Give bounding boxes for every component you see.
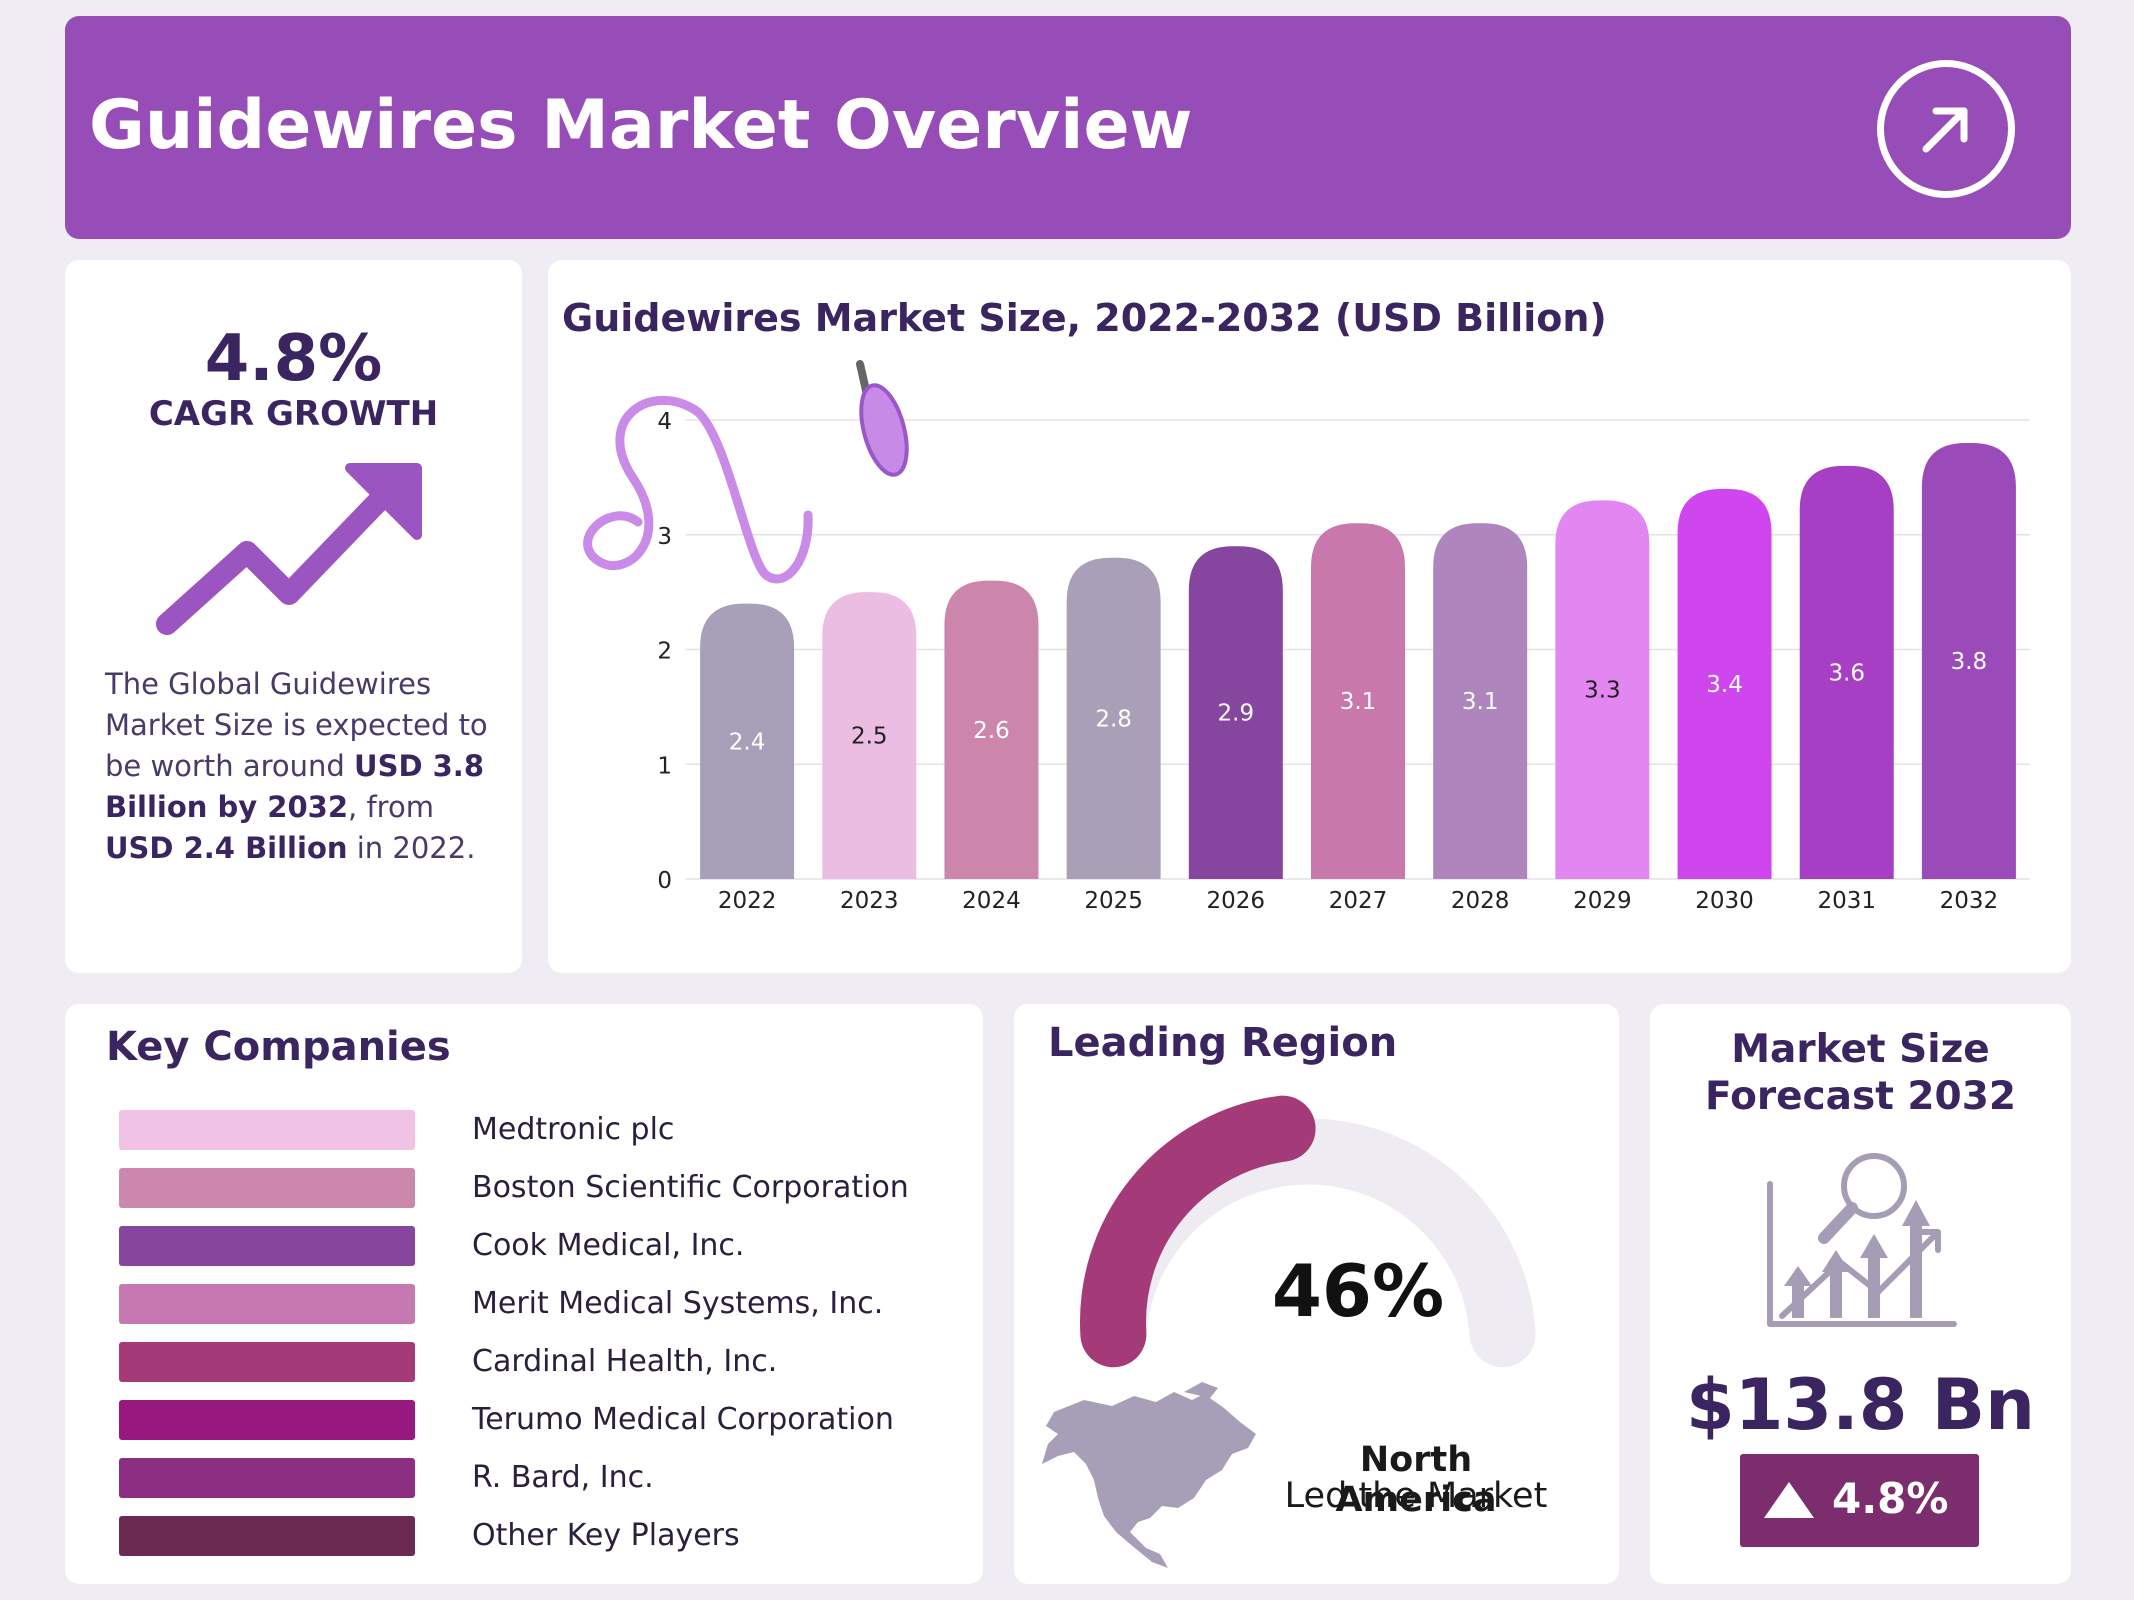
- x-tick-label: 2027: [1329, 888, 1388, 914]
- x-tick-label: 2026: [1207, 888, 1266, 914]
- desc-text-2: , from: [348, 790, 434, 824]
- forecast-card: Market Size Forecast 2032 $13.8 Bn 4.8%: [1650, 1004, 2071, 1584]
- company-color-swatch: [119, 1458, 415, 1498]
- bar-2029: [1555, 500, 1650, 879]
- x-tick-label: 2023: [840, 888, 899, 914]
- company-row: Terumo Medical Corporation: [119, 1400, 939, 1440]
- trend-up-arrow-icon: [156, 463, 422, 635]
- company-name: Terumo Medical Corporation: [472, 1402, 894, 1437]
- desc-bold-2: USD 2.4 Billion: [105, 831, 348, 865]
- gauge-fill: [1080, 1095, 1316, 1368]
- arrow-up-right-icon[interactable]: [1877, 60, 2015, 198]
- company-row: Boston Scientific Corporation: [119, 1168, 939, 1208]
- bar-value-label: 3.6: [1828, 660, 1865, 686]
- bar-value-label: 3.1: [1340, 689, 1377, 715]
- bar-value-label: 2.4: [729, 729, 766, 755]
- y-tick-label: 2: [657, 639, 672, 665]
- x-tick-label: 2028: [1451, 888, 1510, 914]
- y-tick-label: 3: [657, 524, 672, 550]
- region-subtitle: Led the Market: [1284, 1476, 1548, 1516]
- market-size-chart-card: Guidewires Market Size, 2022-2032 (USD B…: [548, 260, 2071, 973]
- bar-2031: [1799, 465, 1894, 879]
- company-name: Other Key Players: [472, 1518, 740, 1553]
- share-gauge: [1080, 1095, 1536, 1368]
- x-tick-label: 2024: [962, 888, 1021, 914]
- desc-text-1: The Global Guidewires Market Size is exp…: [105, 667, 488, 783]
- company-name: Medtronic plc: [472, 1112, 675, 1147]
- growth-analysis-icon: [1767, 1153, 1957, 1327]
- leading-region-card: Leading Region 46% North America Led the…: [1014, 1004, 1619, 1584]
- page-title: Guidewires Market Overview: [89, 86, 1193, 165]
- growth-badge-value: 4.8%: [1832, 1474, 1949, 1523]
- bar-2027: [1311, 523, 1405, 879]
- key-companies-card: Key Companies Medtronic plc Boston Scient…: [65, 1004, 983, 1584]
- x-tick-label: 2032: [1940, 888, 1999, 914]
- bar-value-label: 3.3: [1584, 678, 1621, 704]
- cagr-description: The Global Guidewires Market Size is exp…: [105, 664, 505, 869]
- bar-value-label: 2.6: [973, 718, 1010, 744]
- company-row: Merit Medical Systems, Inc.: [119, 1284, 939, 1324]
- cagr-value: 4.8%: [204, 322, 383, 396]
- guidewire-illustration: [583, 360, 909, 584]
- key-companies-title: Key Companies: [106, 1024, 451, 1070]
- company-color-swatch: [119, 1110, 415, 1150]
- bar-2026: [1188, 546, 1283, 879]
- x-tick-label: 2025: [1084, 888, 1143, 914]
- chart-bars: 2.4 2022 2.5 2023 2.6 2024 2.8 2025 2.9 2026 3.1 20…: [700, 442, 2016, 914]
- company-color-swatch: [119, 1400, 415, 1440]
- north-america-map-icon: [1042, 1382, 1256, 1568]
- leading-region-title: Leading Region: [1048, 1020, 1398, 1066]
- bar-value-label: 3.8: [1951, 649, 1988, 675]
- bar-value-label: 2.5: [851, 724, 888, 750]
- bar-value-label: 2.8: [1095, 706, 1132, 732]
- x-tick-label: 2031: [1817, 888, 1876, 914]
- bar-2024: [944, 580, 1039, 879]
- forecast-title: Market Size Forecast 2032: [1705, 1027, 2016, 1119]
- y-tick-label: 1: [657, 753, 672, 779]
- bar-2028: [1433, 523, 1528, 879]
- bar-chart: 0 1 2 3 4 2.4 2022 2.5 2023 2.6 2024 2.8 2025 2.9 202…: [583, 360, 2030, 914]
- company-name: Boston Scientific Corporation: [472, 1170, 909, 1205]
- bar-2032: [1921, 442, 2016, 879]
- x-tick-label: 2030: [1695, 888, 1754, 914]
- company-row: Cook Medical, Inc.: [119, 1226, 939, 1266]
- company-name: Cardinal Health, Inc.: [472, 1344, 778, 1379]
- bar-2025: [1066, 557, 1161, 879]
- desc-text-3: in 2022.: [347, 831, 476, 865]
- desc-bold-1: USD 3.8 Billion by 2032: [105, 749, 484, 824]
- company-row: Other Key Players: [119, 1516, 939, 1556]
- y-tick-label: 4: [657, 409, 672, 435]
- company-color-swatch: [119, 1284, 415, 1324]
- company-color-swatch: [119, 1342, 415, 1382]
- company-color-swatch: [119, 1226, 415, 1266]
- triangle-up-icon: [1764, 1482, 1814, 1518]
- cagr-label: CAGR GROWTH: [148, 394, 439, 434]
- company-color-swatch: [119, 1168, 415, 1208]
- x-tick-label: 2022: [718, 888, 777, 914]
- company-name: R. Bard, Inc.: [472, 1460, 654, 1495]
- company-row: Medtronic plc: [119, 1110, 939, 1150]
- bar-value-label: 3.4: [1706, 672, 1743, 698]
- growth-badge: 4.8%: [1740, 1454, 1979, 1547]
- y-tick-label: 0: [657, 868, 672, 894]
- bar-2030: [1677, 488, 1772, 879]
- bar-2023: [822, 592, 917, 879]
- x-tick-label: 2029: [1573, 888, 1632, 914]
- bar-2022: [700, 603, 795, 879]
- bar-value-label: 2.9: [1218, 701, 1255, 727]
- region-name: North America: [1335, 1440, 1497, 1520]
- company-color-swatch: [119, 1516, 415, 1556]
- header-banner: Guidewires Market Overview: [65, 16, 2071, 239]
- region-share-value: 46%: [1271, 1249, 1445, 1333]
- bar-value-label: 3.1: [1462, 689, 1499, 715]
- forecast-value: $13.8 Bn: [1686, 1364, 2035, 1446]
- company-name: Merit Medical Systems, Inc.: [472, 1286, 884, 1321]
- company-name: Cook Medical, Inc.: [472, 1228, 745, 1263]
- company-row: R. Bard, Inc.: [119, 1458, 939, 1498]
- cagr-card: 4.8% CAGR GROWTH The Global Guidewires M…: [65, 260, 522, 973]
- company-row: Cardinal Health, Inc.: [119, 1342, 939, 1382]
- chart-title: Guidewires Market Size, 2022-2032 (USD B…: [562, 296, 1607, 340]
